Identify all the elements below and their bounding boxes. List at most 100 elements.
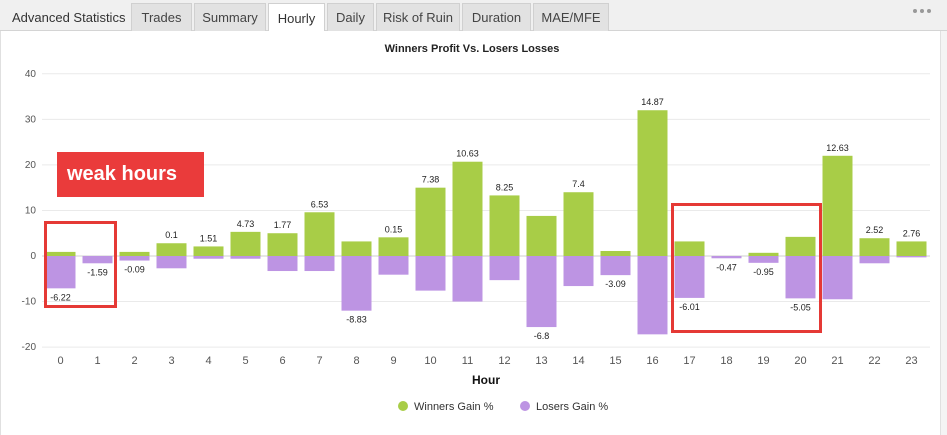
x-tick-label: 7	[316, 355, 322, 367]
bar-winners-hour-10[interactable]	[415, 187, 446, 256]
data-label-hour-0: -6.22	[50, 292, 71, 302]
bar-losers-hour-23[interactable]	[896, 256, 927, 258]
y-tick-label: 0	[30, 251, 36, 262]
data-label-hour-7: 6.53	[311, 199, 329, 209]
bar-winners-hour-4[interactable]	[193, 246, 224, 256]
tab-bar: Advanced Statistics Trades Summary Hourl…	[0, 0, 947, 32]
x-tick-label: 19	[757, 355, 769, 367]
bar-winners-hour-16[interactable]	[637, 110, 668, 257]
bar-losers-hour-10[interactable]	[415, 256, 446, 291]
bar-winners-hour-19[interactable]	[748, 252, 779, 256]
data-label-hour-6: 1.77	[274, 220, 292, 230]
x-tick-label: 5	[242, 355, 248, 367]
bar-winners-hour-17[interactable]	[674, 241, 705, 256]
bar-losers-hour-12[interactable]	[489, 256, 520, 281]
highlight-box-hours-17-20	[671, 203, 822, 333]
bar-winners-hour-11[interactable]	[452, 161, 483, 256]
bar-losers-hour-7[interactable]	[304, 256, 335, 272]
x-tick-label: 22	[868, 355, 880, 367]
scrollbar-track[interactable]	[941, 31, 947, 435]
tab-mae-mfe[interactable]: MAE/MFE	[533, 3, 609, 31]
x-tick-label: 2	[131, 355, 137, 367]
tab-summary[interactable]: Summary	[194, 3, 266, 31]
data-label-hour-5: 4.73	[237, 219, 255, 229]
bar-losers-hour-19[interactable]	[748, 256, 779, 263]
bar-winners-hour-8[interactable]	[341, 241, 372, 256]
x-tick-label: 8	[353, 355, 359, 367]
more-options-icon[interactable]	[913, 6, 933, 16]
bar-winners-hour-7[interactable]	[304, 212, 335, 256]
bar-winners-hour-14[interactable]	[563, 192, 594, 256]
data-label-hour-10: 7.38	[422, 175, 440, 185]
x-axis-label: Hour	[472, 373, 500, 387]
y-tick-label: -20	[22, 342, 37, 353]
tab-duration[interactable]: Duration	[462, 3, 531, 31]
data-label-hour-17: -6.01	[679, 302, 700, 312]
data-labels: -6.22 -1.59 -0.09 0.1 1.51 4.73 1.77 6.53 -8.83 0…	[50, 97, 920, 341]
y-tick-label: 20	[25, 160, 37, 171]
data-label-hour-14: 7.4	[572, 179, 585, 189]
bar-losers-hour-15[interactable]	[600, 256, 631, 276]
data-label-hour-1: -1.59	[87, 267, 108, 277]
bar-losers-hour-14[interactable]	[563, 256, 594, 287]
data-label-hour-18: -0.47	[716, 262, 737, 272]
bar-losers-hour-6[interactable]	[267, 256, 298, 272]
weak-hours-annotation: weak hours	[57, 152, 204, 197]
data-label-hour-15: -3.09	[605, 279, 626, 289]
y-tick-label: 10	[25, 205, 37, 216]
highlight-box-hours-0-1	[44, 221, 117, 308]
bar-losers-hour-22[interactable]	[859, 256, 890, 264]
data-label-hour-4: 1.51	[200, 233, 218, 243]
data-label-hour-22: 2.52	[866, 225, 884, 235]
data-label-hour-16: 14.87	[641, 97, 664, 107]
data-label-hour-2: -0.09	[124, 265, 145, 275]
x-tick-label: 14	[572, 355, 584, 367]
bar-winners-hour-23[interactable]	[896, 241, 927, 256]
bar-winners-hour-3[interactable]	[156, 243, 187, 256]
x-tick-labels: 0 1 2 3 4 5 6 7 8 9 10 11 12 13 14 15 16 17 18 19 20 21 22 23	[57, 355, 917, 367]
bar-winners-hour-12[interactable]	[489, 195, 520, 256]
bar-losers-hour-5[interactable]	[230, 256, 261, 259]
bar-winners-hour-6[interactable]	[267, 233, 298, 256]
bar-winners-hour-13[interactable]	[526, 215, 557, 256]
bar-losers-hour-11[interactable]	[452, 256, 483, 302]
bar-winners-hour-0[interactable]	[45, 251, 76, 256]
legend-label-winners[interactable]: Winners Gain %	[414, 401, 494, 413]
bar-winners-hour-15[interactable]	[600, 250, 631, 256]
bar-winners-hour-21[interactable]	[822, 155, 853, 256]
x-tick-label: 11	[462, 355, 473, 367]
legend-label-losers[interactable]: Losers Gain %	[536, 401, 608, 413]
bar-losers-hour-1[interactable]	[82, 256, 113, 264]
bar-losers-hour-13[interactable]	[526, 256, 557, 328]
tab-risk-of-ruin[interactable]: Risk of Ruin	[376, 3, 460, 31]
bar-losers-hour-18[interactable]	[711, 256, 742, 259]
legend[interactable]: Winners Gain % Losers Gain %	[398, 401, 608, 413]
x-tick-label: 23	[905, 355, 917, 367]
bar-losers-hour-20[interactable]	[785, 256, 816, 299]
data-label-hour-21: 12.63	[826, 143, 849, 153]
bar-losers-hour-0[interactable]	[45, 256, 76, 289]
data-label-hour-23: 2.76	[903, 228, 921, 238]
bar-losers-hour-4[interactable]	[193, 256, 224, 259]
bar-losers-hour-17[interactable]	[674, 256, 705, 298]
data-label-hour-9: 0.15	[385, 224, 403, 234]
bar-losers-hour-21[interactable]	[822, 256, 853, 300]
bar-losers-hour-8[interactable]	[341, 256, 372, 311]
bar-winners-hour-22[interactable]	[859, 238, 890, 256]
x-tick-label: 15	[609, 355, 621, 367]
tab-daily[interactable]: Daily	[327, 3, 374, 31]
bar-winners-hour-5[interactable]	[230, 231, 261, 256]
bar-winners-hour-20[interactable]	[785, 236, 816, 256]
bar-winners-hour-2[interactable]	[119, 251, 150, 256]
tab-trades[interactable]: Trades	[131, 3, 192, 31]
tab-hourly[interactable]: Hourly	[268, 3, 325, 32]
data-label-hour-19: -0.95	[753, 267, 774, 277]
bar-losers-hour-2[interactable]	[119, 256, 150, 261]
tab-advanced-statistics[interactable]: Advanced Statistics	[12, 9, 126, 25]
x-tick-label: 16	[646, 355, 658, 367]
x-tick-label: 10	[424, 355, 436, 367]
bar-losers-hour-9[interactable]	[378, 256, 409, 275]
bar-winners-hour-9[interactable]	[378, 237, 409, 256]
bar-losers-hour-16[interactable]	[637, 256, 668, 335]
bar-losers-hour-3[interactable]	[156, 256, 187, 269]
